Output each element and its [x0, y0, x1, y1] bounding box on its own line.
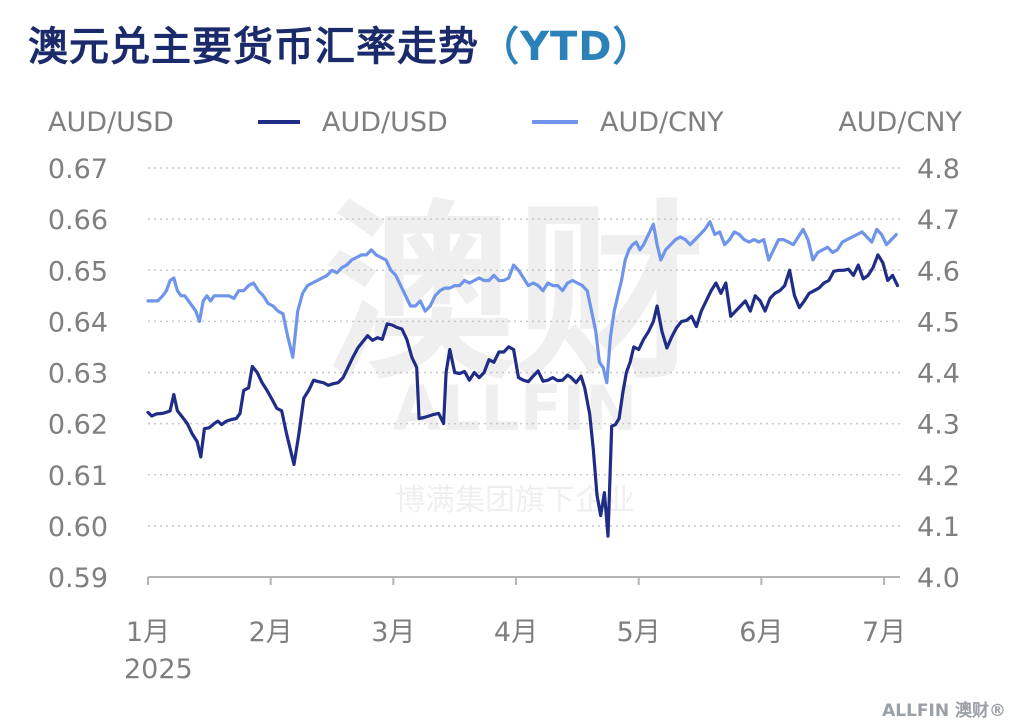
legend: AUD/USD AUD/CNY: [258, 107, 724, 138]
left-tick-label: 0.65: [48, 256, 108, 287]
left-tick-label: 0.63: [48, 359, 108, 390]
left-tick-label: 0.67: [48, 154, 108, 185]
right-tick-label: 4.6: [917, 256, 960, 287]
x-tick-label: 7月: [862, 617, 906, 648]
chart-title-main: 澳元兑主要货币汇率走势: [28, 24, 479, 70]
x-tick-label: 5月: [617, 617, 661, 648]
left-tick-label: 0.62: [48, 410, 108, 441]
brand-logo: ALLFIN 澳财®: [882, 701, 1006, 721]
right-axis-title: AUD/CNY: [838, 107, 962, 138]
right-tick-label: 4.3: [917, 410, 960, 441]
right-tick-label: 4.2: [917, 461, 960, 492]
right-tick-label: 4.0: [917, 563, 960, 594]
right-tick-label: 4.7: [917, 205, 960, 236]
x-axis-year: 2025: [124, 654, 193, 685]
left-tick-label: 0.59: [48, 563, 108, 594]
left-tick-label: 0.64: [48, 307, 108, 338]
left-axis: 0.67 0.66 0.65 0.64 0.63 0.62 0.61 0.60 0.59: [48, 154, 108, 594]
series-layer: [146, 220, 900, 538]
series-line-audusd: [146, 253, 900, 538]
right-tick-label: 4.4: [917, 359, 960, 390]
legend-label-audcny: AUD/CNY: [600, 107, 724, 138]
chart-title-highlight: （YTD）: [479, 24, 654, 70]
watermark-logo: 澳财: [325, 184, 705, 405]
chart-title: 澳元兑主要货币汇率走势（YTD）: [28, 14, 653, 72]
left-tick-label: 0.61: [48, 461, 108, 492]
x-tick-label: 1月: [126, 617, 170, 648]
x-tick-label: 4月: [494, 617, 538, 648]
x-tick-label: 3月: [371, 617, 415, 648]
right-tick-label: 4.8: [917, 154, 960, 185]
left-tick-label: 0.60: [48, 512, 108, 543]
left-axis-title: AUD/USD: [48, 107, 174, 138]
right-tick-label: 4.5: [917, 307, 960, 338]
left-tick-label: 0.66: [48, 205, 108, 236]
right-tick-label: 4.1: [917, 512, 960, 543]
series-line-audcny: [146, 220, 898, 385]
legend-label-audusd: AUD/USD: [322, 107, 448, 138]
x-tick-label: 2月: [249, 617, 293, 648]
x-axis: 1月 2月 3月 4月 5月 6月 7月: [126, 576, 906, 648]
right-axis: 4.8 4.7 4.6 4.5 4.4 4.3 4.2 4.1 4.0: [917, 154, 960, 594]
watermark: 澳财 ALLFIN 博满集团旗下企业: [325, 184, 705, 518]
watermark-name: ALLFIN: [393, 372, 637, 445]
x-tick-label: 6月: [739, 617, 783, 648]
